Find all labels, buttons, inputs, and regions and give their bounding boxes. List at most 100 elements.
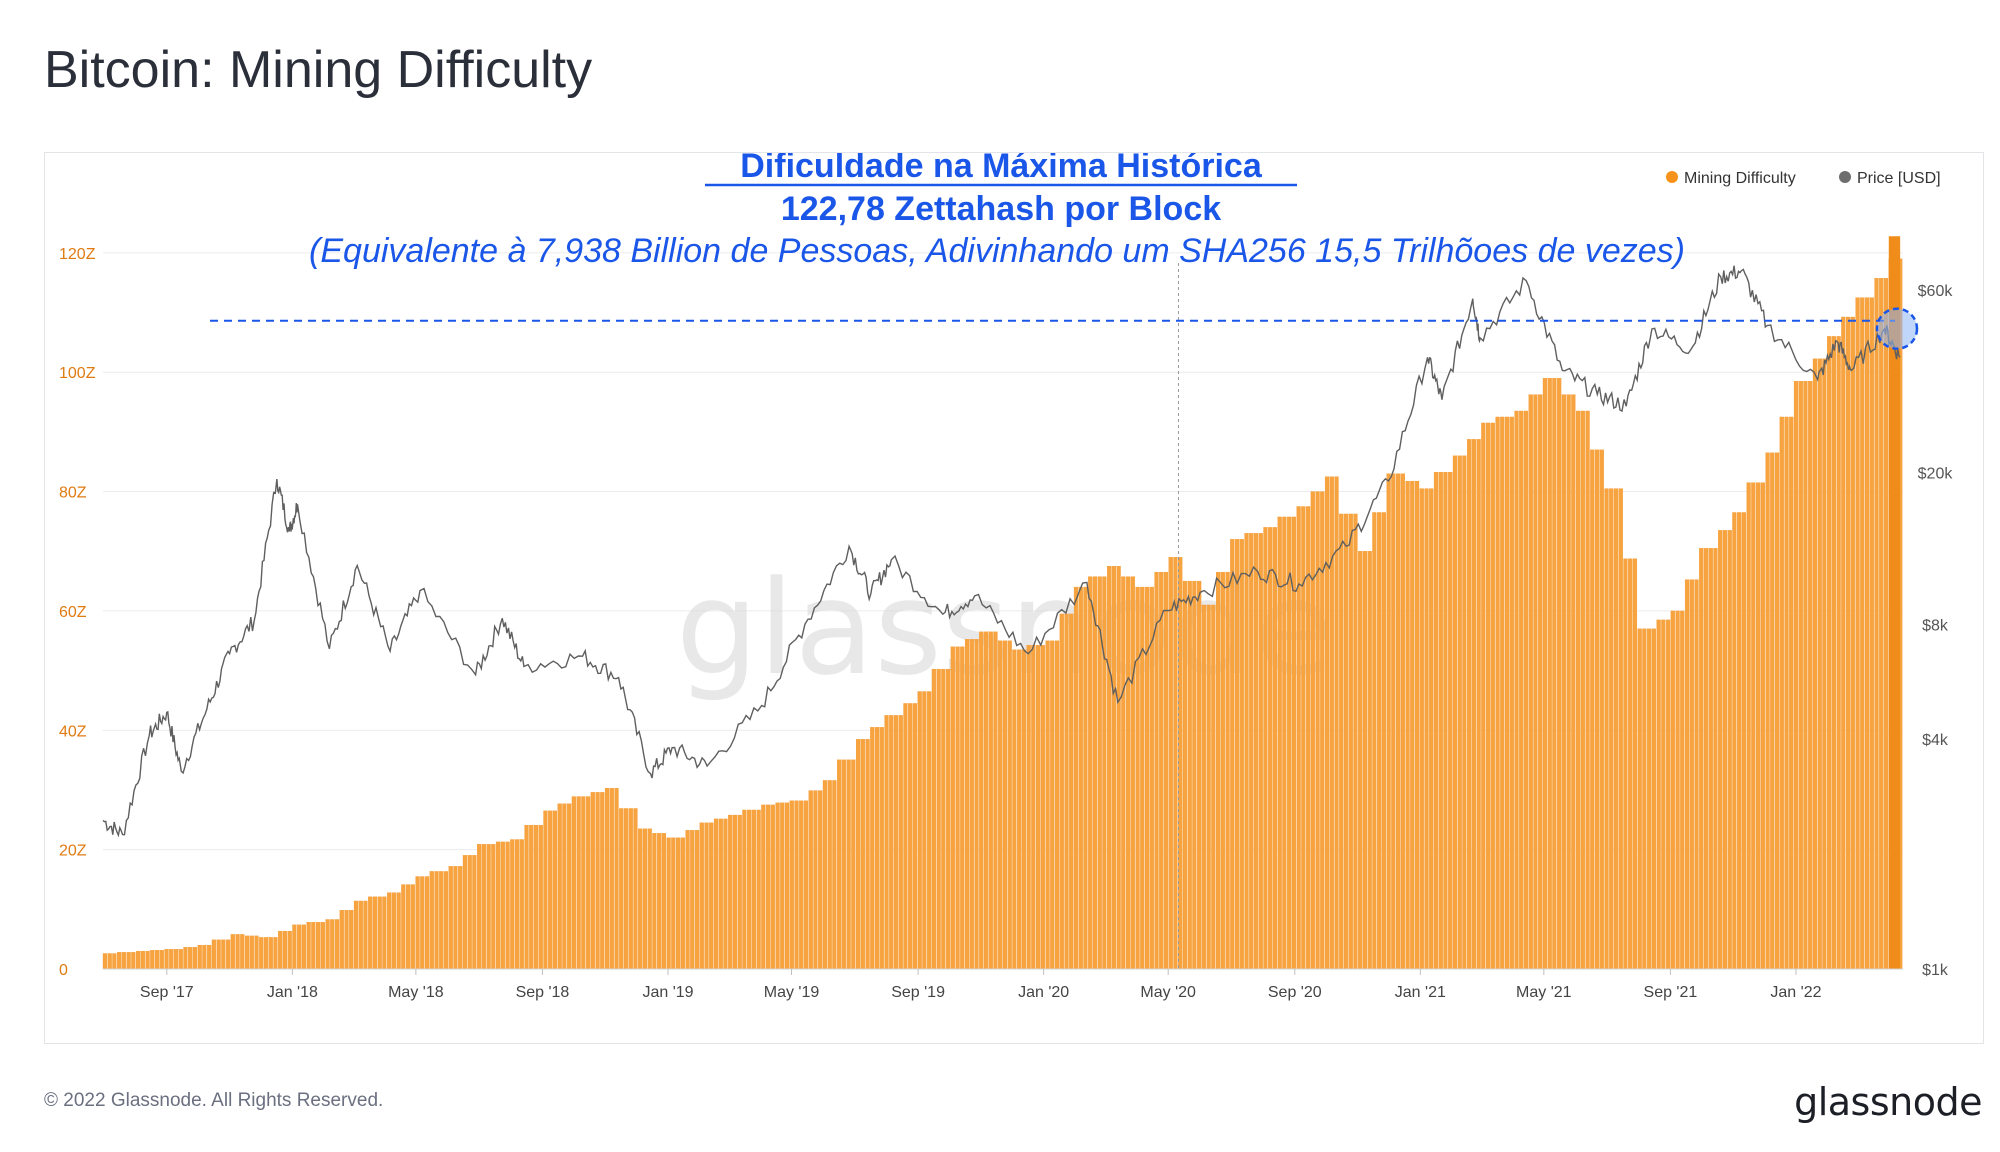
difficulty-bar bbox=[879, 727, 884, 970]
difficulty-bar bbox=[1737, 512, 1742, 970]
difficulty-bar bbox=[524, 825, 529, 970]
difficulty-bar bbox=[1751, 482, 1756, 970]
difficulty-bar bbox=[410, 884, 415, 970]
difficulty-bar bbox=[1230, 539, 1235, 970]
difficulty-bar bbox=[1708, 548, 1713, 970]
difficulty-bar bbox=[533, 825, 539, 970]
difficulty-bar bbox=[306, 922, 311, 970]
difficulty-bar bbox=[510, 839, 515, 970]
difficulty-bar bbox=[282, 930, 288, 970]
difficulty-bar bbox=[927, 691, 932, 970]
difficulty-bar bbox=[950, 646, 955, 970]
difficulty-bar bbox=[647, 828, 652, 970]
difficulty-bar bbox=[756, 809, 761, 970]
difficulty-bar bbox=[1339, 513, 1344, 970]
difficulty-bar bbox=[183, 947, 188, 970]
difficulty-bar bbox=[1552, 378, 1557, 970]
difficulty-bar bbox=[1059, 613, 1064, 970]
difficulty-bar bbox=[1462, 455, 1467, 970]
x-tick-label: Sep '21 bbox=[1644, 984, 1698, 1001]
difficulty-bar bbox=[1670, 610, 1675, 970]
footer-logo[interactable]: glassnode bbox=[1794, 1080, 1982, 1124]
x-tick-label: Jan '22 bbox=[1770, 984, 1821, 1001]
difficulty-bar bbox=[941, 668, 946, 970]
difficulty-bar bbox=[1689, 579, 1694, 970]
difficulty-bar bbox=[1500, 416, 1505, 970]
difficulty-bar bbox=[1855, 297, 1860, 970]
difficulty-bar bbox=[244, 935, 250, 970]
axes-layer: 0 20Z 40Z 60Z 80Z 100Z 120Z $1k $4k $8k $20k $60k Se… bbox=[59, 246, 1953, 1001]
difficulty-bar bbox=[709, 822, 714, 970]
difficulty-bar bbox=[1481, 422, 1486, 970]
difficulty-bar bbox=[1471, 439, 1476, 970]
difficulty-bar bbox=[789, 800, 794, 970]
difficulty-bar bbox=[1249, 533, 1254, 970]
difficulty-bar bbox=[192, 947, 198, 970]
difficulty-bar bbox=[1258, 533, 1263, 970]
difficulty-bar bbox=[387, 892, 392, 970]
difficulty-bar bbox=[1732, 512, 1737, 970]
difficulty-bar bbox=[1324, 476, 1330, 970]
difficulty-bar bbox=[1812, 358, 1818, 970]
difficulty-bar bbox=[1092, 576, 1098, 970]
difficulty-bar bbox=[1547, 378, 1552, 970]
x-tick-label: May '20 bbox=[1140, 984, 1196, 1001]
difficulty-bar bbox=[349, 910, 354, 970]
y-right-tick-label: $8k bbox=[1922, 617, 1949, 634]
difficulty-bar bbox=[595, 792, 600, 970]
difficulty-bar bbox=[1272, 527, 1278, 970]
difficulty-bar bbox=[235, 934, 240, 970]
difficulty-bar bbox=[1211, 604, 1216, 970]
difficulty-bar bbox=[1846, 316, 1851, 970]
difficulty-bar bbox=[491, 844, 496, 970]
difficulty-bar bbox=[917, 691, 922, 970]
y-left-tick-label: 20Z bbox=[59, 843, 87, 860]
difficulty-bar bbox=[1301, 506, 1306, 970]
difficulty-bar bbox=[837, 759, 842, 970]
difficulty-bar bbox=[732, 814, 738, 970]
difficulty-bar bbox=[1561, 394, 1566, 970]
difficulty-bar bbox=[330, 919, 335, 970]
difficulty-bar bbox=[581, 796, 586, 970]
difficulty-bar bbox=[1590, 449, 1595, 970]
difficulty-bar bbox=[1438, 472, 1443, 970]
difficulty-bar bbox=[1424, 488, 1429, 970]
difficulty-bar bbox=[102, 953, 108, 970]
legend-price-marker bbox=[1839, 171, 1851, 183]
difficulty-bar bbox=[614, 788, 619, 970]
difficulty-bar bbox=[519, 839, 524, 970]
difficulty-bar bbox=[827, 780, 832, 970]
y-left-tick-label: 0 bbox=[59, 962, 68, 979]
difficulty-bar bbox=[249, 935, 254, 970]
difficulty-bar bbox=[297, 924, 302, 970]
difficulty-bar bbox=[334, 919, 340, 970]
difficulty-bar bbox=[273, 937, 278, 970]
difficulty-bar bbox=[1770, 452, 1775, 970]
difficulty-bar bbox=[396, 892, 401, 970]
difficulty-bar bbox=[1793, 380, 1799, 970]
difficulty-bar bbox=[856, 739, 861, 970]
difficulty-bar bbox=[1239, 539, 1244, 970]
difficulty-bar bbox=[368, 896, 373, 970]
y-right-tick-label: $20k bbox=[1918, 465, 1954, 482]
difficulty-bar bbox=[1031, 645, 1036, 970]
difficulty-bar bbox=[1362, 551, 1368, 970]
difficulty-bar bbox=[1310, 491, 1315, 970]
difficulty-bar bbox=[661, 833, 666, 970]
difficulty-bar bbox=[1107, 566, 1112, 970]
difficulty-bar bbox=[1580, 410, 1585, 970]
difficulty-bar bbox=[604, 788, 610, 970]
difficulty-bar bbox=[1684, 579, 1690, 970]
difficulty-bar bbox=[964, 639, 970, 970]
difficulty-bar bbox=[254, 935, 259, 970]
difficulty-bar bbox=[1836, 336, 1841, 970]
difficulty-bar bbox=[1353, 513, 1358, 970]
difficulty-bar bbox=[1789, 416, 1794, 970]
difficulty-bar bbox=[628, 808, 633, 970]
difficulty-bar bbox=[496, 841, 501, 970]
difficulty-bar bbox=[1879, 278, 1884, 970]
difficulty-bar bbox=[1182, 580, 1188, 970]
difficulty-bar bbox=[1542, 378, 1548, 970]
difficulty-bar bbox=[221, 939, 226, 970]
difficulty-bar bbox=[1448, 472, 1453, 970]
